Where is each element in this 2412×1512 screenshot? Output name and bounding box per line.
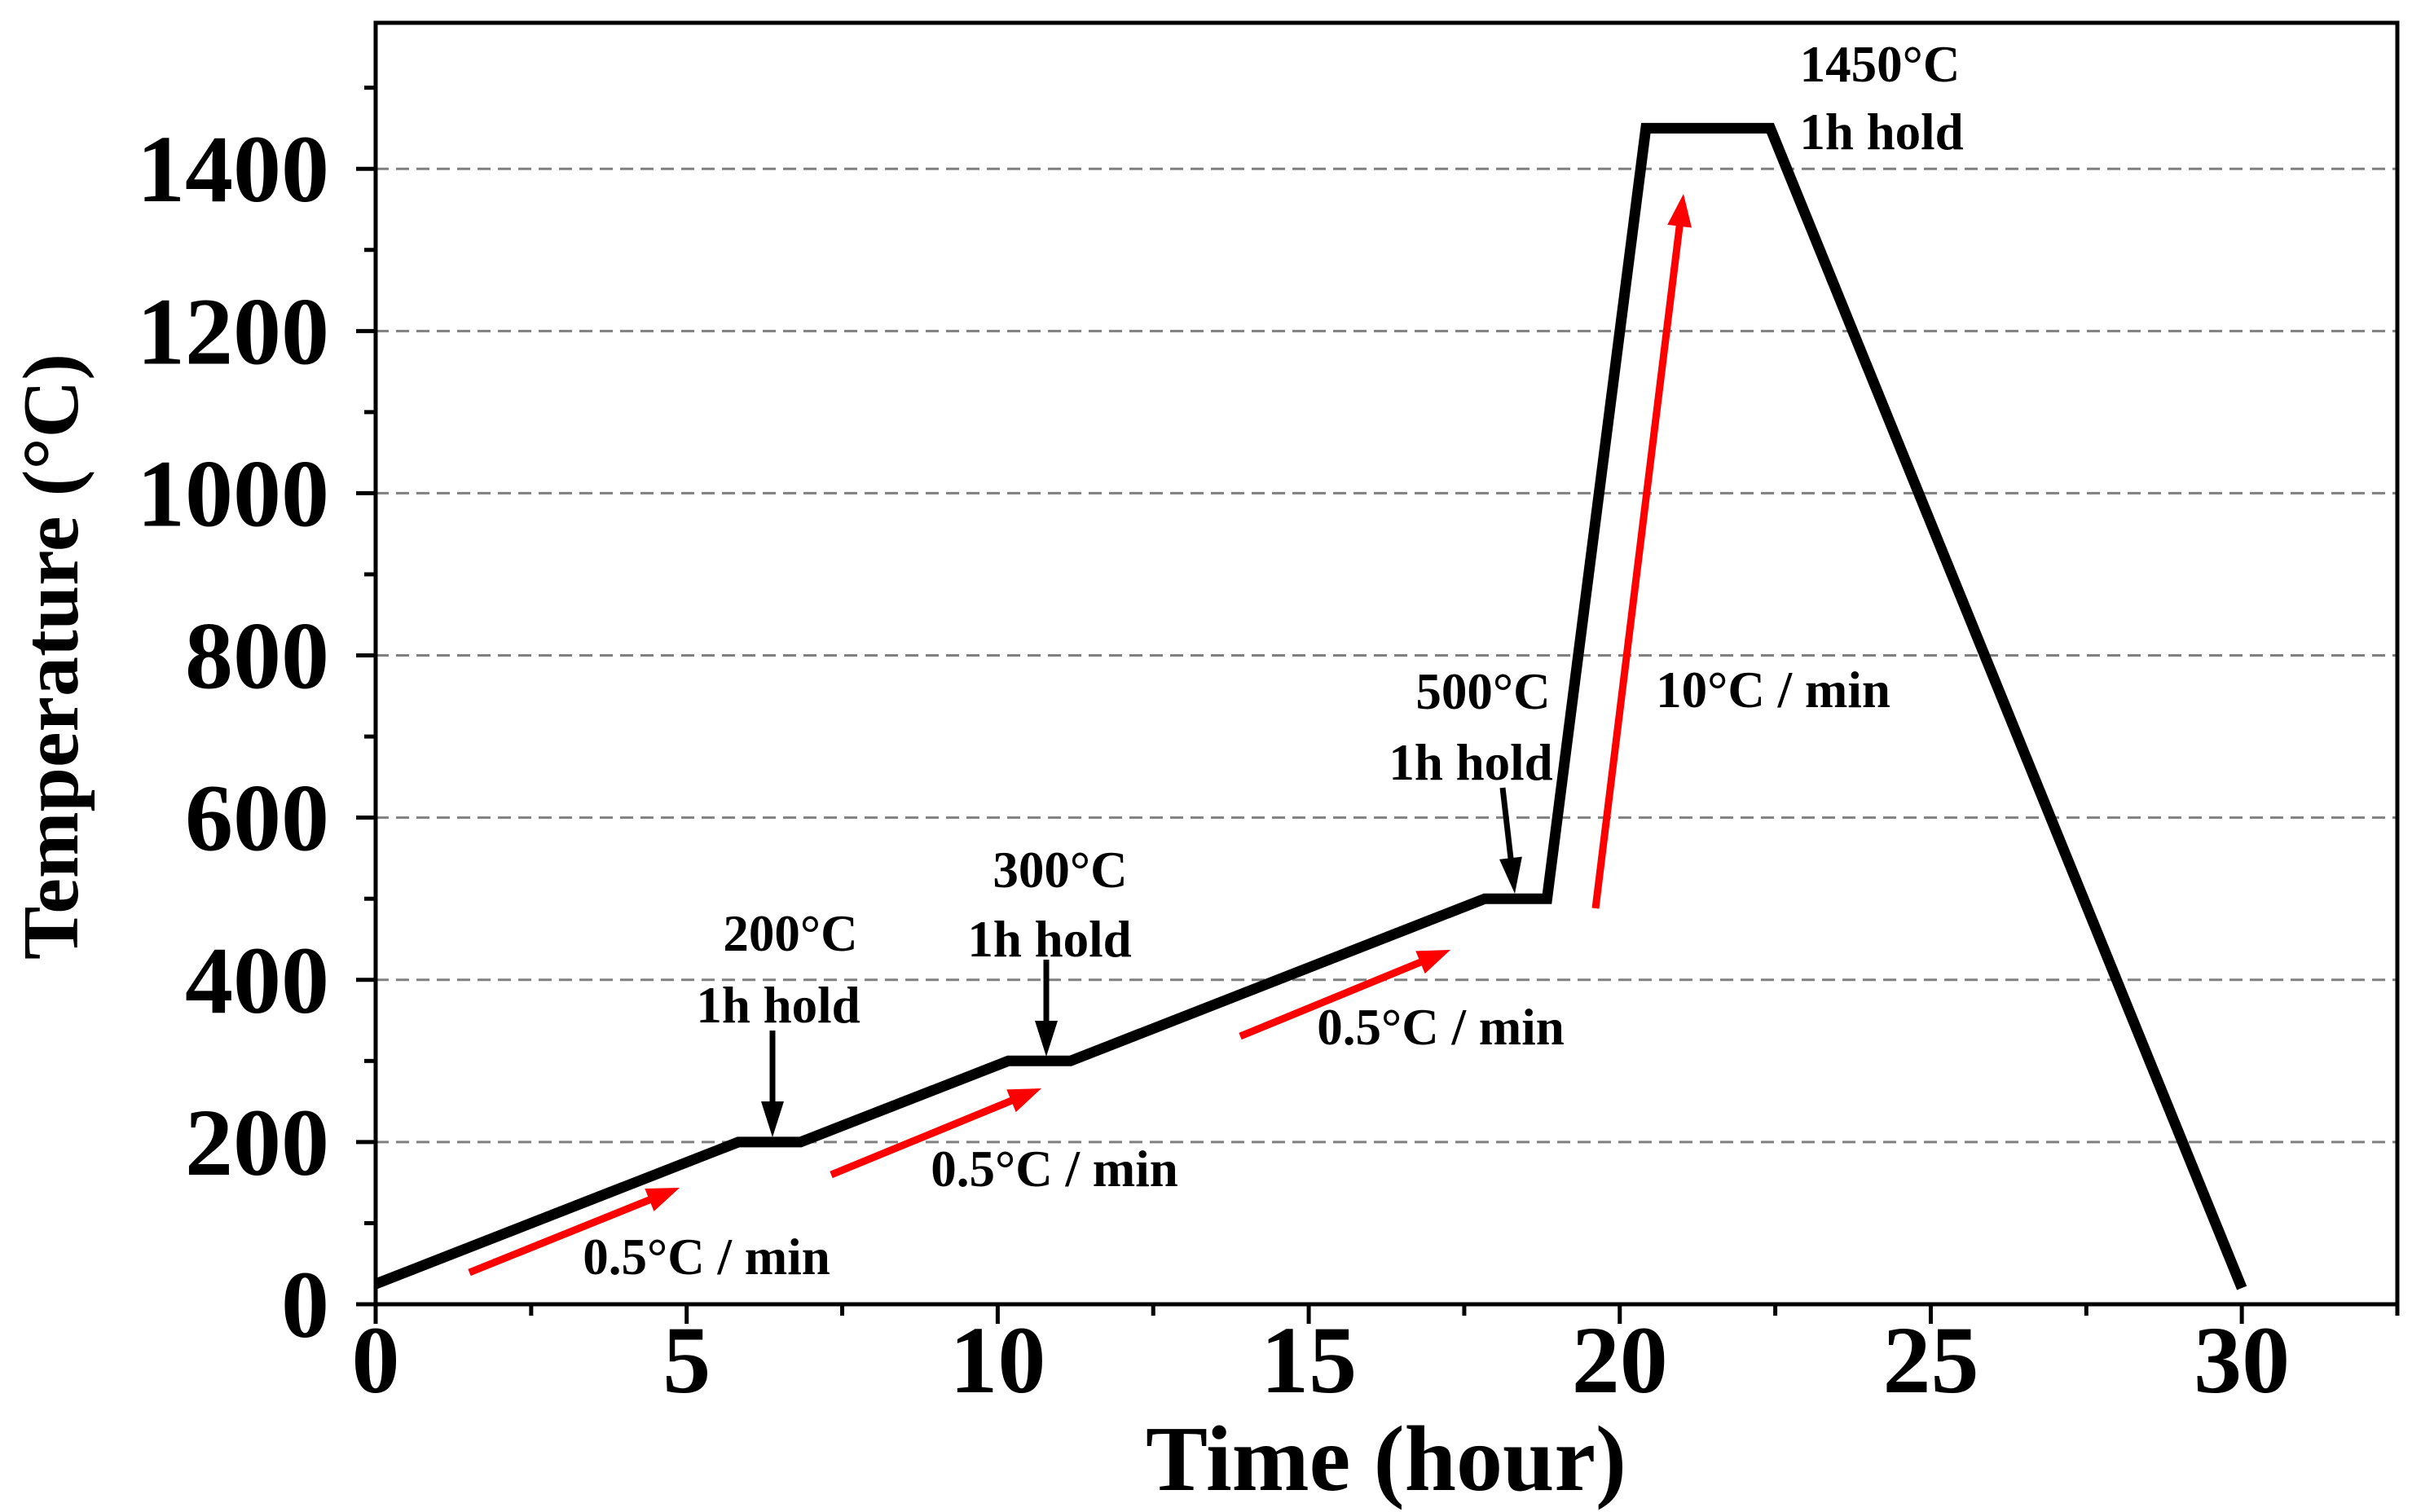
heating-rate-arrow-head: [1667, 194, 1692, 228]
axis-ticks: 0 5 10 15 20 25 30 0 200 400 600 800 1000 1200 1400: [137, 86, 2400, 1413]
plot-series: [373, 122, 2247, 1290]
y-tick-label: 1200: [137, 278, 329, 385]
x-tick-label: 5: [662, 1307, 711, 1413]
annotations: 0.5°C / min 0.5°C / min 0.5°C / min 10°C / …: [583, 36, 1963, 1286]
y-axis-title: Temperature (°C): [7, 354, 95, 960]
hold-arrow-shaft: [1499, 787, 1514, 861]
x-axis-title: Time (hour): [1146, 1407, 1626, 1510]
x-tick-label: 10: [949, 1307, 1045, 1413]
y-tick-label: 600: [185, 765, 329, 872]
heating-rate-arrow-head: [1006, 1088, 1041, 1113]
hold-duration-label: 1h hold: [696, 977, 860, 1034]
hold-temperature-label: 300°C: [993, 842, 1127, 899]
x-tick-label: 25: [1882, 1307, 1978, 1413]
hold-duration-label: 1h hold: [967, 911, 1131, 968]
y-tick-label: 400: [185, 927, 329, 1034]
heating-rate-arrow-head: [1415, 950, 1450, 974]
rate-label: 0.5°C / min: [583, 1228, 830, 1286]
hold-arrow: [1499, 787, 1522, 894]
rate-label: 10°C / min: [1656, 662, 1890, 719]
heating-rate-arrow-head: [645, 1188, 680, 1211]
hold-arrow-head: [1499, 856, 1522, 894]
peak-temperature-label: 1450°C: [1800, 36, 1961, 93]
y-tick-label: 1400: [137, 116, 329, 222]
x-tick-label: 20: [1572, 1307, 1668, 1413]
heating-rate-arrow-shaft: [830, 1096, 1015, 1179]
heating-rate-arrow: [1591, 194, 1692, 909]
hold-arrow: [1035, 960, 1058, 1057]
y-tick-label: 1000: [137, 440, 329, 547]
x-tick-label: 30: [2194, 1307, 2290, 1413]
y-tick-label: 200: [185, 1089, 329, 1196]
heating-rate-arrow: [468, 1188, 680, 1277]
hold-duration-label: 1h hold: [1799, 103, 1963, 160]
series-line: [373, 122, 2247, 1290]
axes-frame: [373, 20, 2400, 1307]
heating-rate-arrow-shaft: [1239, 957, 1424, 1040]
hold-temperature-label: 500°C: [1415, 663, 1550, 720]
hold-arrow-head: [761, 1101, 784, 1137]
y-tick-label: 800: [185, 603, 329, 710]
rate-label: 0.5°C / min: [931, 1141, 1177, 1198]
hold-temperature-label: 200°C: [723, 905, 857, 962]
hold-arrow-head: [1035, 1021, 1058, 1057]
rate-label: 0.5°C / min: [1317, 999, 1564, 1056]
heating-rate-arrow-shaft: [1591, 223, 1684, 909]
annotation-arrows: [468, 194, 1692, 1277]
x-tick-label: 15: [1261, 1307, 1357, 1413]
heating-rate-arrow-shaft: [468, 1195, 654, 1277]
hold-arrow: [761, 1031, 784, 1137]
hold-duration-label: 1h hold: [1389, 734, 1552, 791]
heating-rate-arrow: [1239, 950, 1450, 1040]
heating-rate-arrow: [830, 1088, 1041, 1179]
x-tick-label: 0: [352, 1307, 400, 1413]
y-tick-label: 0: [281, 1251, 329, 1358]
